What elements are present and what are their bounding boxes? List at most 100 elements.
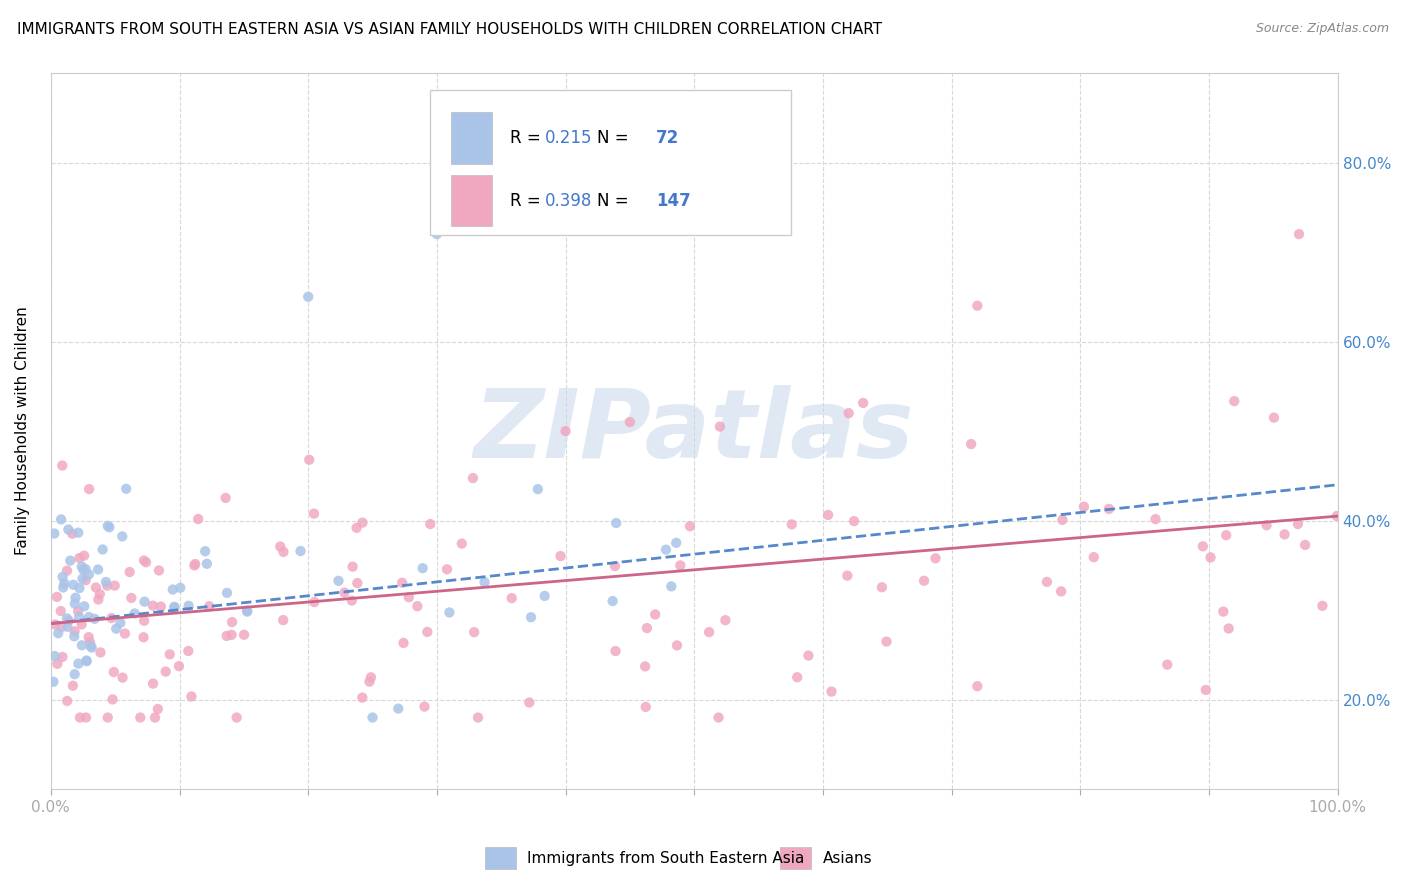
Point — [159, 648, 181, 662]
Point — [412, 561, 434, 575]
Point — [636, 621, 658, 635]
Point — [70, 559, 93, 574]
Point — [75, 562, 97, 576]
Point — [51, 620, 73, 634]
Point — [236, 605, 259, 619]
Point — [786, 670, 808, 684]
Point — [111, 529, 134, 543]
Point — [1274, 527, 1296, 541]
Point — [56, 564, 79, 578]
Point — [87, 592, 110, 607]
Point — [1199, 550, 1222, 565]
Point — [550, 549, 572, 563]
Text: 147: 147 — [655, 192, 690, 210]
Point — [1312, 599, 1334, 613]
Point — [426, 227, 449, 241]
Point — [875, 634, 897, 648]
Point — [163, 600, 186, 615]
Point — [214, 491, 236, 505]
Point — [67, 525, 90, 540]
Point — [1098, 502, 1121, 516]
Point — [134, 595, 156, 609]
Point — [67, 604, 90, 618]
Point — [44, 526, 66, 541]
Point — [65, 591, 87, 605]
Point — [679, 519, 702, 533]
Point — [180, 690, 202, 704]
Point — [554, 424, 576, 438]
Point — [1326, 509, 1348, 524]
Point — [461, 471, 484, 485]
Point — [155, 665, 177, 679]
Point — [77, 630, 100, 644]
Point — [416, 624, 439, 639]
Text: R =: R = — [510, 192, 546, 210]
Point — [221, 615, 243, 629]
Point — [184, 557, 207, 571]
Point — [115, 482, 138, 496]
Point — [194, 544, 217, 558]
Point — [709, 419, 731, 434]
Point — [91, 542, 114, 557]
Point — [76, 654, 98, 668]
Point — [960, 437, 983, 451]
Point — [634, 659, 657, 673]
Point — [1195, 682, 1218, 697]
Point — [83, 612, 105, 626]
Point — [912, 574, 935, 588]
Point — [1036, 574, 1059, 589]
Point — [89, 587, 111, 601]
Point — [70, 638, 93, 652]
Point — [96, 579, 118, 593]
Point — [79, 639, 101, 653]
Point — [392, 636, 415, 650]
Point — [602, 594, 624, 608]
Point — [1073, 500, 1095, 514]
Point — [87, 562, 110, 576]
Point — [97, 519, 120, 533]
Point — [1256, 518, 1278, 533]
Point — [56, 620, 79, 634]
Point — [177, 644, 200, 658]
Point — [187, 512, 209, 526]
Point — [103, 665, 125, 679]
Point — [269, 540, 291, 554]
Point — [333, 585, 356, 599]
Point — [340, 593, 363, 607]
Point — [183, 558, 205, 573]
Point — [634, 700, 657, 714]
Point — [51, 649, 73, 664]
Point — [1215, 528, 1237, 542]
Point — [69, 581, 91, 595]
Point — [413, 699, 436, 714]
Text: ZIPatlas: ZIPatlas — [474, 384, 914, 477]
Point — [97, 710, 120, 724]
Point — [63, 667, 86, 681]
Point — [780, 517, 803, 532]
Text: 0.215: 0.215 — [544, 129, 592, 147]
Point — [49, 512, 72, 526]
Point — [271, 613, 294, 627]
Point — [51, 458, 73, 473]
Point — [697, 625, 720, 640]
Point — [360, 670, 382, 684]
Point — [467, 710, 489, 724]
Point — [84, 581, 107, 595]
Point — [56, 694, 79, 708]
Point — [73, 549, 96, 563]
Point — [142, 676, 165, 690]
Point — [73, 599, 96, 614]
Point — [359, 674, 381, 689]
Point — [76, 654, 98, 668]
Point — [134, 614, 156, 628]
Point — [63, 624, 86, 639]
Point — [53, 576, 76, 591]
Point — [304, 595, 326, 609]
Point — [1223, 394, 1246, 409]
Point — [290, 544, 312, 558]
Point — [644, 607, 666, 622]
Point — [58, 614, 80, 628]
Point — [67, 610, 90, 624]
Point — [80, 640, 103, 655]
Point — [162, 582, 184, 597]
